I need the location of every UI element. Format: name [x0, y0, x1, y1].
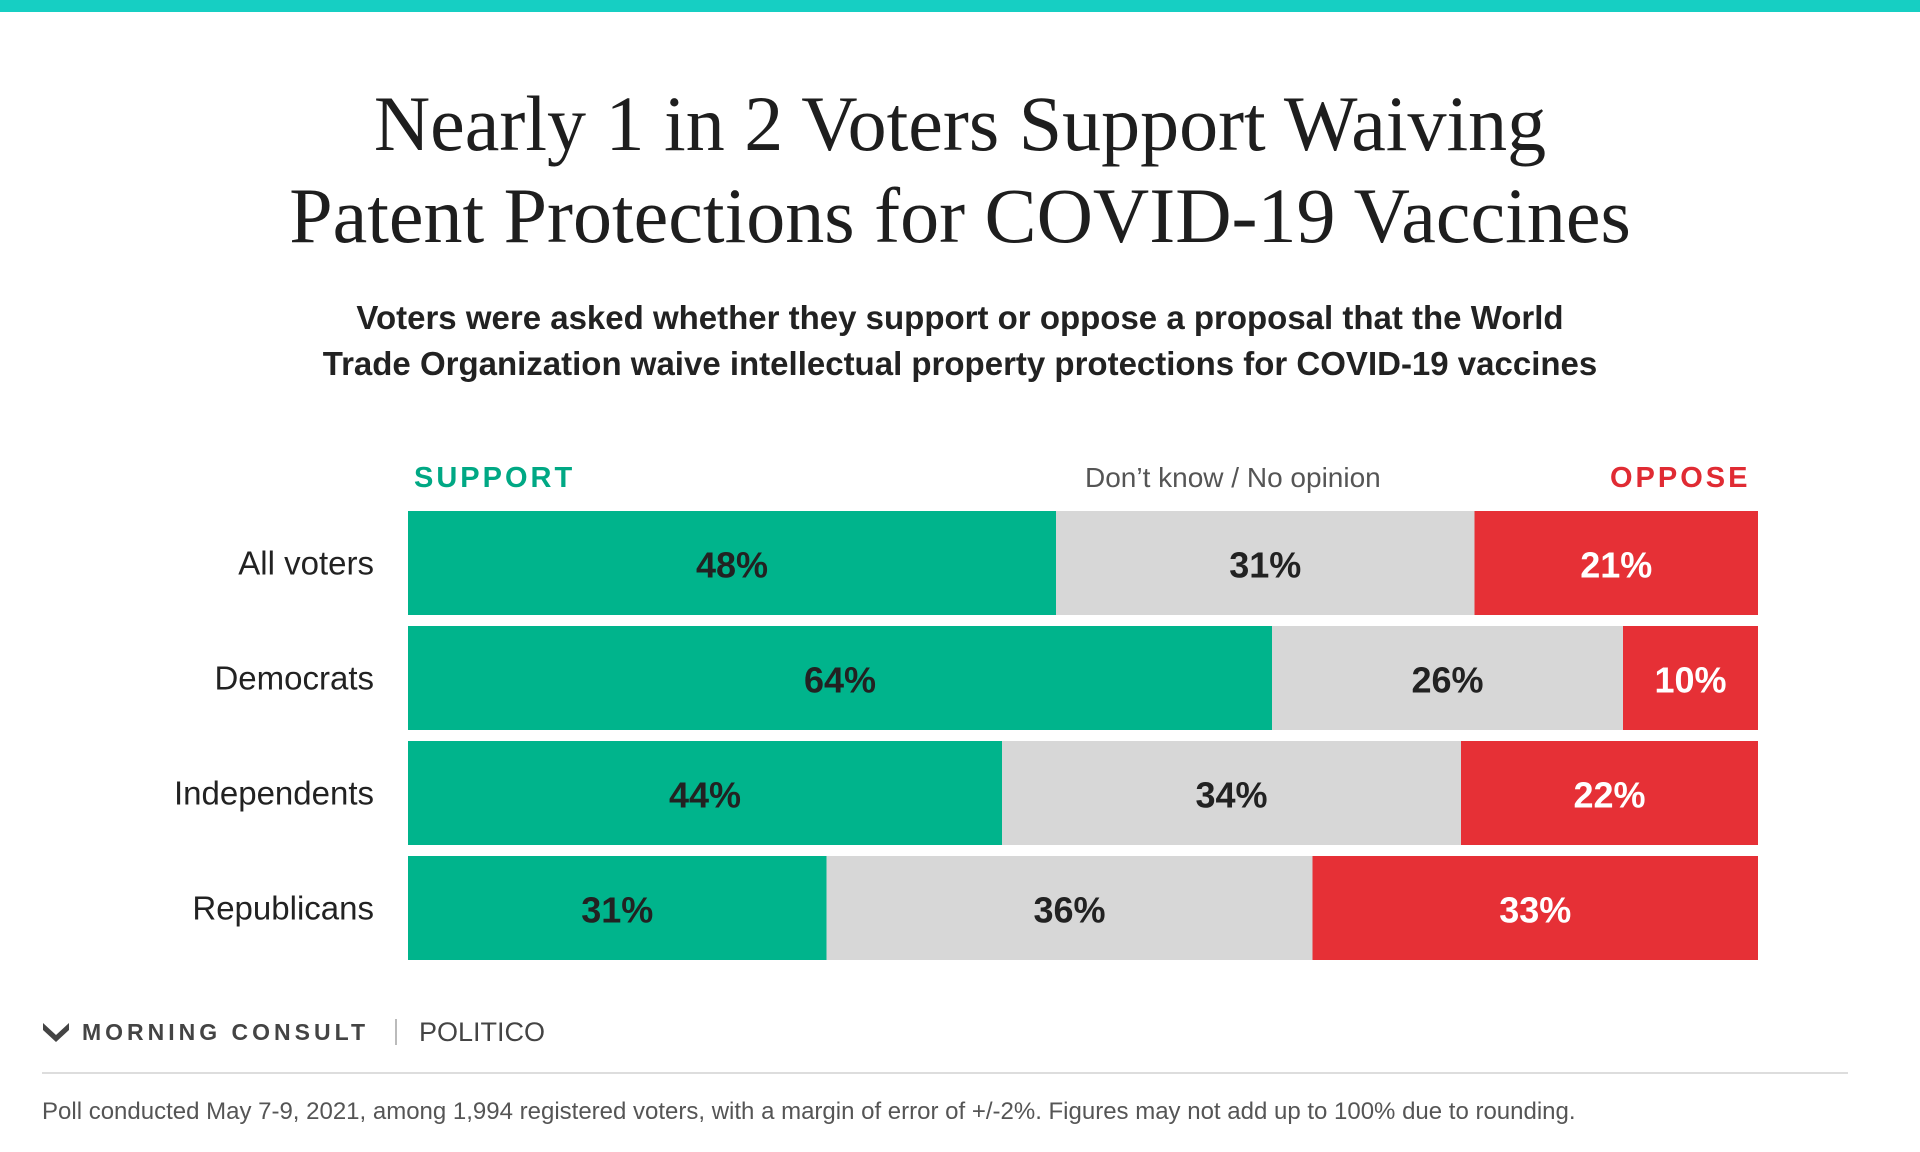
- bar-label-dont-know-all-voters: 31%: [1229, 545, 1301, 586]
- bar-label-dont-know-democrats: 26%: [1411, 660, 1483, 701]
- bar-label-support-democrats: 64%: [804, 660, 876, 701]
- bar-label-support-independents: 44%: [669, 775, 741, 816]
- bar-dont-know-republicans: [826, 856, 1313, 960]
- bar-dont-know-all-voters: [1056, 511, 1475, 615]
- chart-subtitle-line-1: Voters were asked whether they support o…: [356, 299, 1564, 336]
- bar-label-oppose-democrats: 10%: [1654, 660, 1726, 701]
- top-accent-bar: [0, 0, 1920, 12]
- bar-label-dont-know-independents: 34%: [1195, 775, 1267, 816]
- footer-logos: MORNING CONSULT POLITICO: [42, 1012, 545, 1052]
- legend-support: SUPPORT: [414, 462, 576, 494]
- row-label-democrats: Democrats: [214, 660, 374, 697]
- politico-brand: POLITICO: [419, 1016, 546, 1047]
- bar-label-support-republicans: 31%: [581, 890, 653, 931]
- row-label-independents: Independents: [174, 775, 374, 812]
- bar-label-oppose-independents: 22%: [1573, 775, 1645, 816]
- row-label-republicans: Republicans: [192, 890, 374, 927]
- footer-divider: [395, 1019, 398, 1045]
- legend-oppose: OPPOSE: [1610, 462, 1751, 494]
- chart-title-line-1: Nearly 1 in 2 Voters Support Waiving: [373, 80, 1547, 167]
- footer-rule: [42, 1072, 1848, 1074]
- bar-oppose-republicans: [1312, 856, 1758, 960]
- bar-support-republicans: [408, 856, 827, 960]
- bar-oppose-democrats: [1623, 626, 1758, 730]
- bar-oppose-independents: [1461, 741, 1758, 845]
- bar-dont-know-democrats: [1272, 626, 1623, 730]
- legend-dont-know: Don’t know / No opinion: [1085, 462, 1381, 493]
- bar-support-democrats: [408, 626, 1272, 730]
- bar-dont-know-independents: [1002, 741, 1461, 845]
- bar-oppose-all-voters: [1474, 511, 1758, 615]
- chart-title-line-2: Patent Protections for COVID-19 Vaccines: [289, 172, 1631, 259]
- footnote: Poll conducted May 7-9, 2021, among 1,99…: [42, 1098, 1576, 1125]
- row-label-all-voters: All voters: [238, 545, 374, 582]
- chart-subtitle: Voters were asked whether they support o…: [0, 295, 1920, 387]
- bar-label-oppose-republicans: 33%: [1499, 890, 1571, 931]
- bar-label-dont-know-republicans: 36%: [1033, 890, 1105, 931]
- chart-subtitle-line-2: Trade Organization waive intellectual pr…: [322, 345, 1598, 382]
- chart-title: Nearly 1 in 2 Voters Support Waiving Pat…: [0, 78, 1920, 262]
- morning-consult-brand: MORNING CONSULT: [82, 1018, 370, 1045]
- stacked-bar-chart: All voters 48% 31% 21% Democrats 64% 26% 10% Ind…: [174, 511, 1758, 960]
- bar-support-independents: [408, 741, 1002, 845]
- morning-consult-logo-icon: [43, 1023, 69, 1042]
- bar-label-support-all-voters: 48%: [696, 545, 768, 586]
- bar-support-all-voters: [408, 511, 1056, 615]
- bar-label-oppose-all-voters: 21%: [1580, 545, 1652, 586]
